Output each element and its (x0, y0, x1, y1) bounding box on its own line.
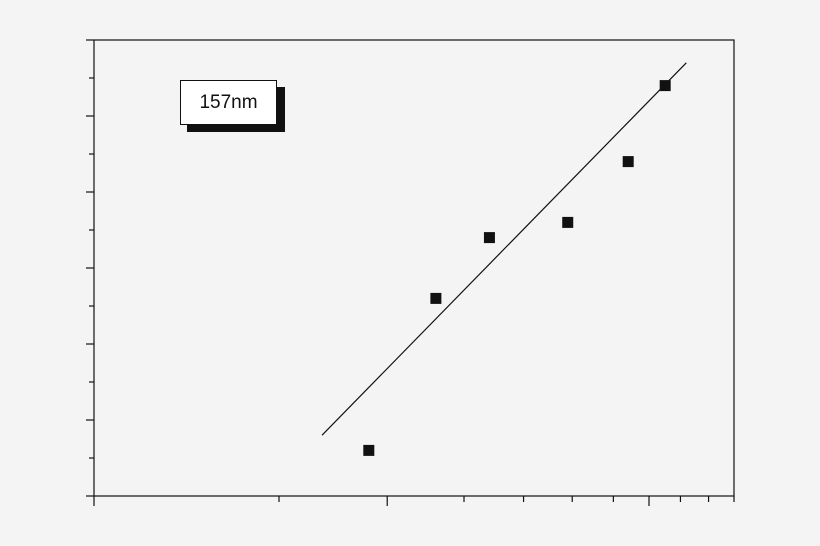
data-point (363, 444, 375, 456)
data-point (562, 216, 574, 228)
data-points (363, 80, 671, 456)
fit-line (321, 62, 687, 436)
data-point (659, 80, 671, 92)
data-point (622, 156, 634, 168)
y-axis-ticks (86, 39, 94, 497)
legend-box: 157nm (180, 80, 277, 125)
data-point (430, 292, 442, 304)
legend-label: 157nm (199, 91, 258, 113)
data-point (483, 232, 495, 244)
x-axis-ticks (93, 496, 735, 506)
